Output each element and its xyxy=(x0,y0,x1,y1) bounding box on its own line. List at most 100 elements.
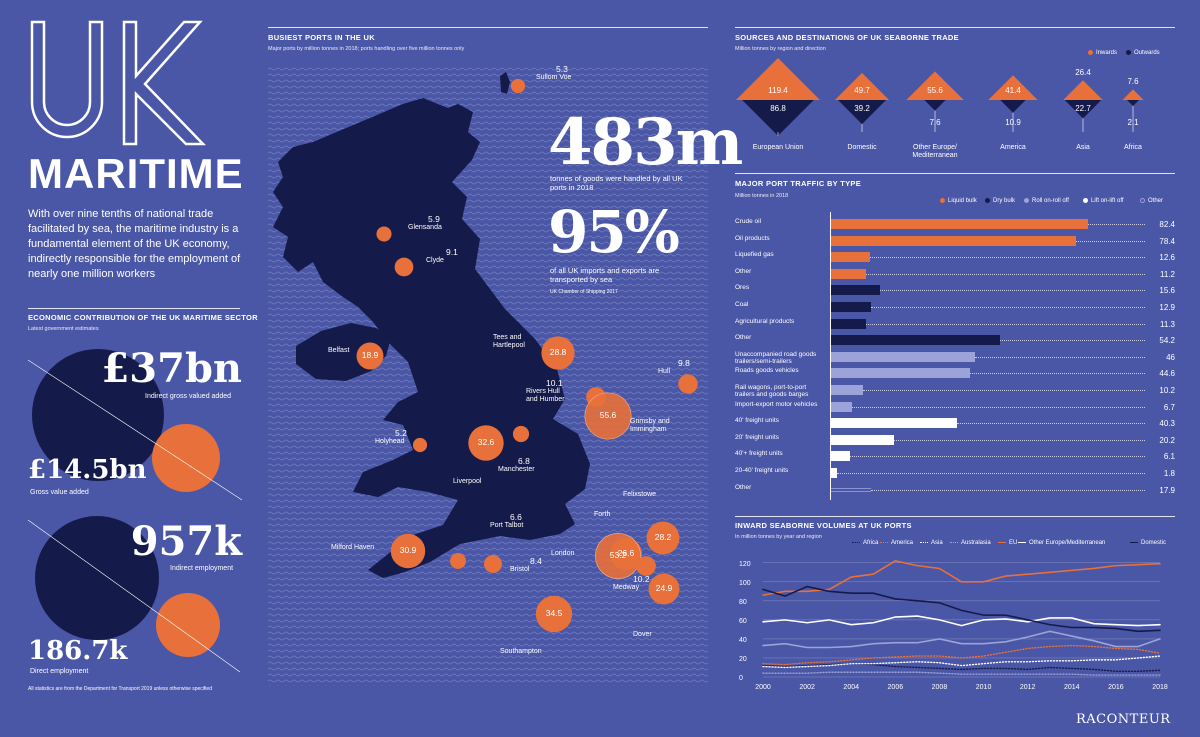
x-tick-label: 2004 xyxy=(843,684,859,691)
traffic-leader xyxy=(871,307,1145,308)
legend-liquid-bulk: Liquid bulk xyxy=(940,198,977,204)
traffic-label: Oil products xyxy=(735,234,770,242)
traffic-leader xyxy=(850,456,1145,458)
traffic-bar xyxy=(831,252,871,263)
intro-text: With over nine tenths of national trade … xyxy=(28,208,241,280)
traffic-row: Liquefied gas 12.6 xyxy=(735,249,1175,265)
traffic-row: Roads goods vehicles 44.6 xyxy=(735,365,1175,381)
traffic-label: 40'+ freight units xyxy=(735,450,783,458)
port-value: 5.2 xyxy=(395,428,407,438)
traffic-label: Other xyxy=(735,334,752,342)
trade-outwards-triangle xyxy=(1064,100,1102,119)
economic-title: ECONOMIC CONTRIBUTION OF THE UK MARITIME… xyxy=(28,313,258,322)
x-tick-label: 2016 xyxy=(1108,684,1124,691)
traffic-bar xyxy=(831,485,871,494)
stat-tonnes-handled: 483m xyxy=(548,105,743,180)
port-value: 6.8 xyxy=(518,456,530,466)
traffic-value: 10.2 xyxy=(1159,386,1175,395)
traffic-label: 20-40' freight units xyxy=(735,467,789,474)
stat-sea-share: 95% xyxy=(548,198,680,266)
traffic-value: 17.9 xyxy=(1159,485,1175,495)
trade-triangles xyxy=(736,58,1144,136)
legend-label: Domestic xyxy=(1141,540,1167,546)
line-legend-item: Other Europe/Mediterranean xyxy=(1018,540,1105,546)
trade-outwards-triangle xyxy=(1000,100,1026,113)
footnote: All statistics are from the Department f… xyxy=(28,686,212,692)
traffic-label: 20' freight units xyxy=(735,433,779,441)
x-tick-label: 2002 xyxy=(799,684,815,691)
trade-outwards-value: 10.9 xyxy=(1005,118,1021,127)
traffic-leader xyxy=(1000,340,1145,342)
line-legend-item: Asia xyxy=(920,540,943,546)
legend-other: Other xyxy=(1140,198,1163,204)
trade-inwards-triangle xyxy=(1063,80,1103,100)
trade-outwards-value: 22.7 xyxy=(1075,104,1091,113)
port-bubble-value: 30.9 xyxy=(399,545,417,555)
trade-region-name: Asia xyxy=(1076,144,1090,151)
traffic-value: 40.3 xyxy=(1159,419,1175,429)
traffic-label: Ores xyxy=(735,284,750,292)
port-bubble-value: 28.2 xyxy=(654,532,672,542)
port-name: Tees and Hartlepool xyxy=(493,334,525,349)
traffic-row: Ores 15.6 xyxy=(735,282,1175,298)
trade-inwards-value: 7.6 xyxy=(1127,77,1139,87)
traffic-row: Other 17.9 xyxy=(735,482,1175,498)
port-name: Liverpool xyxy=(453,478,482,485)
legend-inwards: Inwards xyxy=(1088,50,1117,56)
traffic-label: Agricultural products xyxy=(735,317,795,325)
traffic-bar xyxy=(831,468,837,478)
y-tick-label: 0 xyxy=(739,675,743,682)
traffic-value: 46 xyxy=(1166,352,1175,362)
line-legend-item: Domestic xyxy=(1130,540,1166,546)
trade-outwards-value: 86.8 xyxy=(770,104,786,113)
traffic-leader xyxy=(862,390,1145,391)
brand-logo: RACONTEUR xyxy=(1076,712,1171,727)
stat-gva-label: Gross value added xyxy=(30,489,89,496)
line-chart-subtitle: In million tonnes by year and region xyxy=(735,534,822,540)
x-tick-label: 2014 xyxy=(1064,684,1080,691)
traffic-value: 12.9 xyxy=(1159,303,1175,312)
traffic-value: 6.7 xyxy=(1163,402,1175,412)
line-legend-item: Africa xyxy=(852,540,878,546)
trade-region-name: Other Europe/ Mediterranean xyxy=(912,144,958,159)
traffic-bar xyxy=(831,418,957,429)
traffic-bar xyxy=(831,451,851,462)
traffic-row: Unaccompanied road goods trailers/semi-t… xyxy=(735,349,1175,365)
trade-outwards-value: 39.2 xyxy=(854,104,870,113)
ports-subtitle: Major ports by million tonnes in 2018; p… xyxy=(268,46,465,52)
traffic-subtitle: Million tonnes in 2018 xyxy=(735,193,789,199)
traffic-leader xyxy=(974,356,1145,358)
trade-inwards-triangle xyxy=(988,75,1038,100)
traffic-bar xyxy=(831,385,863,395)
traffic-value: 78.4 xyxy=(1159,236,1175,246)
traffic-row: Agricultural products 11.3 xyxy=(735,316,1175,332)
port-bubble-value: 26.6 xyxy=(617,548,635,558)
port-value: 8.4 xyxy=(530,556,542,566)
traffic-axis xyxy=(830,212,831,500)
trade-inwards-value: 55.6 xyxy=(927,86,943,95)
traffic-row: 20-40' freight units 1.8 xyxy=(735,465,1175,481)
series-line xyxy=(762,560,1161,596)
traffic-row: Other 11.2 xyxy=(735,266,1175,282)
stat-indirect-gva-label: Indirect gross valued added xyxy=(145,393,231,400)
port-name: Southampton xyxy=(500,648,542,655)
legend-swatch xyxy=(920,541,928,543)
trade-region-name: America xyxy=(1000,144,1026,151)
traffic-bar xyxy=(831,401,852,412)
trade-outwards-triangle xyxy=(742,100,814,136)
port-name: Milford Haven xyxy=(331,544,375,551)
traffic-value: 11.3 xyxy=(1160,319,1175,329)
port-bubble-value: 34.5 xyxy=(545,608,563,618)
x-tick-label: 2012 xyxy=(1020,684,1036,691)
port-bubble-value: 24.9 xyxy=(655,583,673,593)
trade-outwards-triangle xyxy=(924,100,946,111)
port-bubble-value: 53.2 xyxy=(609,550,627,560)
trade-region-name: European Union xyxy=(752,144,804,151)
y-tick-label: 80 xyxy=(739,599,747,606)
port-name: Grimsby and Immingham xyxy=(630,418,670,433)
legend-label: Australasia xyxy=(961,540,991,546)
legend-swatch xyxy=(1018,541,1026,543)
port-name: Forth xyxy=(594,511,611,518)
traffic-row: Oil products 78.4 xyxy=(735,233,1175,249)
traffic-value: 12.6 xyxy=(1159,253,1175,263)
